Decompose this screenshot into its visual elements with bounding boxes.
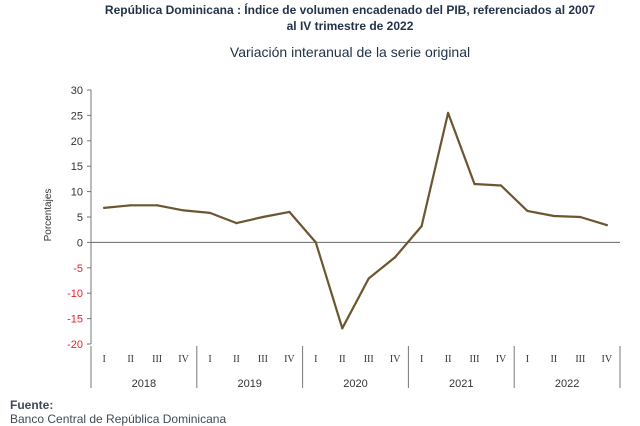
x-tick-label-quarter: III [575, 354, 585, 365]
y-tick-label: -20 [67, 339, 83, 351]
source-text: Banco Central de República Dominicana [10, 412, 227, 426]
data-point [526, 209, 529, 213]
data-point [446, 111, 450, 114]
x-tick-label-quarter: III [152, 354, 162, 365]
data-point [499, 184, 503, 187]
data-point [314, 241, 317, 244]
x-tick-label-quarter: IV [284, 354, 295, 365]
data-point [420, 225, 423, 228]
x-tick-label-year: 2019 [237, 378, 261, 390]
data-point [579, 215, 582, 219]
x-tick-label-quarter: II [551, 354, 558, 365]
y-tick-label: 0 [77, 237, 83, 249]
chart-subtitle: Variación interanual de la serie origina… [229, 44, 471, 60]
source-note: Fuente: Banco Central de República Domin… [10, 398, 226, 426]
data-point [394, 256, 397, 259]
y-tick-label: 30 [71, 85, 83, 97]
chart-title-line2: al IV trimestre de 2022 [286, 19, 414, 33]
data-point [288, 210, 291, 214]
y-tick-label: -10 [67, 288, 83, 300]
data-point [129, 204, 132, 207]
source-label: Fuente: [10, 398, 54, 412]
data-point [473, 182, 476, 186]
series-line [103, 111, 608, 330]
x-tick-label-year: 2021 [449, 378, 473, 390]
x-tick-label-quarter: I [103, 354, 106, 365]
y-tick-label: -5 [73, 263, 83, 275]
data-point [552, 214, 555, 218]
x-tick-label-quarter: II [127, 354, 134, 365]
y-tick-label: -15 [67, 314, 83, 326]
y-tick-label: 20 [71, 136, 83, 148]
chart-title: República Dominicana : Índice de volumen… [60, 2, 640, 34]
data-point [103, 206, 106, 209]
x-tick-label-year: 2018 [132, 378, 156, 390]
x-tick-label-quarter: IV [496, 354, 507, 365]
data-point [182, 209, 185, 212]
x-tick-label-quarter: IV [390, 354, 401, 365]
x-tick-label-quarter: II [339, 354, 346, 365]
data-point [208, 211, 212, 215]
x-tick-label-year: 2022 [555, 378, 579, 390]
data-point [235, 221, 238, 225]
x-tick-label-quarter: III [258, 354, 268, 365]
chart-title-line1: República Dominicana : Índice de volumen… [104, 3, 596, 17]
x-tick-label-quarter: IV [601, 354, 612, 365]
x-tick-label-quarter: II [233, 354, 240, 365]
y-tick-label: 10 [71, 187, 83, 199]
x-tick-label-quarter: II [445, 354, 452, 365]
x-tick-label-quarter: I [420, 354, 423, 365]
x-tick-label-quarter: I [526, 354, 529, 365]
y-tick-label: 15 [71, 161, 83, 173]
x-tick-label-quarter: III [364, 354, 374, 365]
data-point [156, 204, 159, 207]
x-tick-label-quarter: I [314, 354, 317, 365]
y-tick-label: 25 [71, 110, 83, 122]
x-tick-label-quarter: I [208, 354, 211, 365]
y-axis-title: Porcentajes [43, 189, 54, 242]
data-point [341, 327, 344, 330]
y-tick-label: 5 [77, 212, 83, 224]
data-point [367, 277, 370, 280]
x-tick-label-year: 2020 [343, 378, 367, 390]
data-point [605, 224, 608, 227]
data-point [261, 215, 265, 219]
x-tick-label-quarter: III [470, 354, 480, 365]
x-tick-label-quarter: IV [178, 354, 189, 365]
